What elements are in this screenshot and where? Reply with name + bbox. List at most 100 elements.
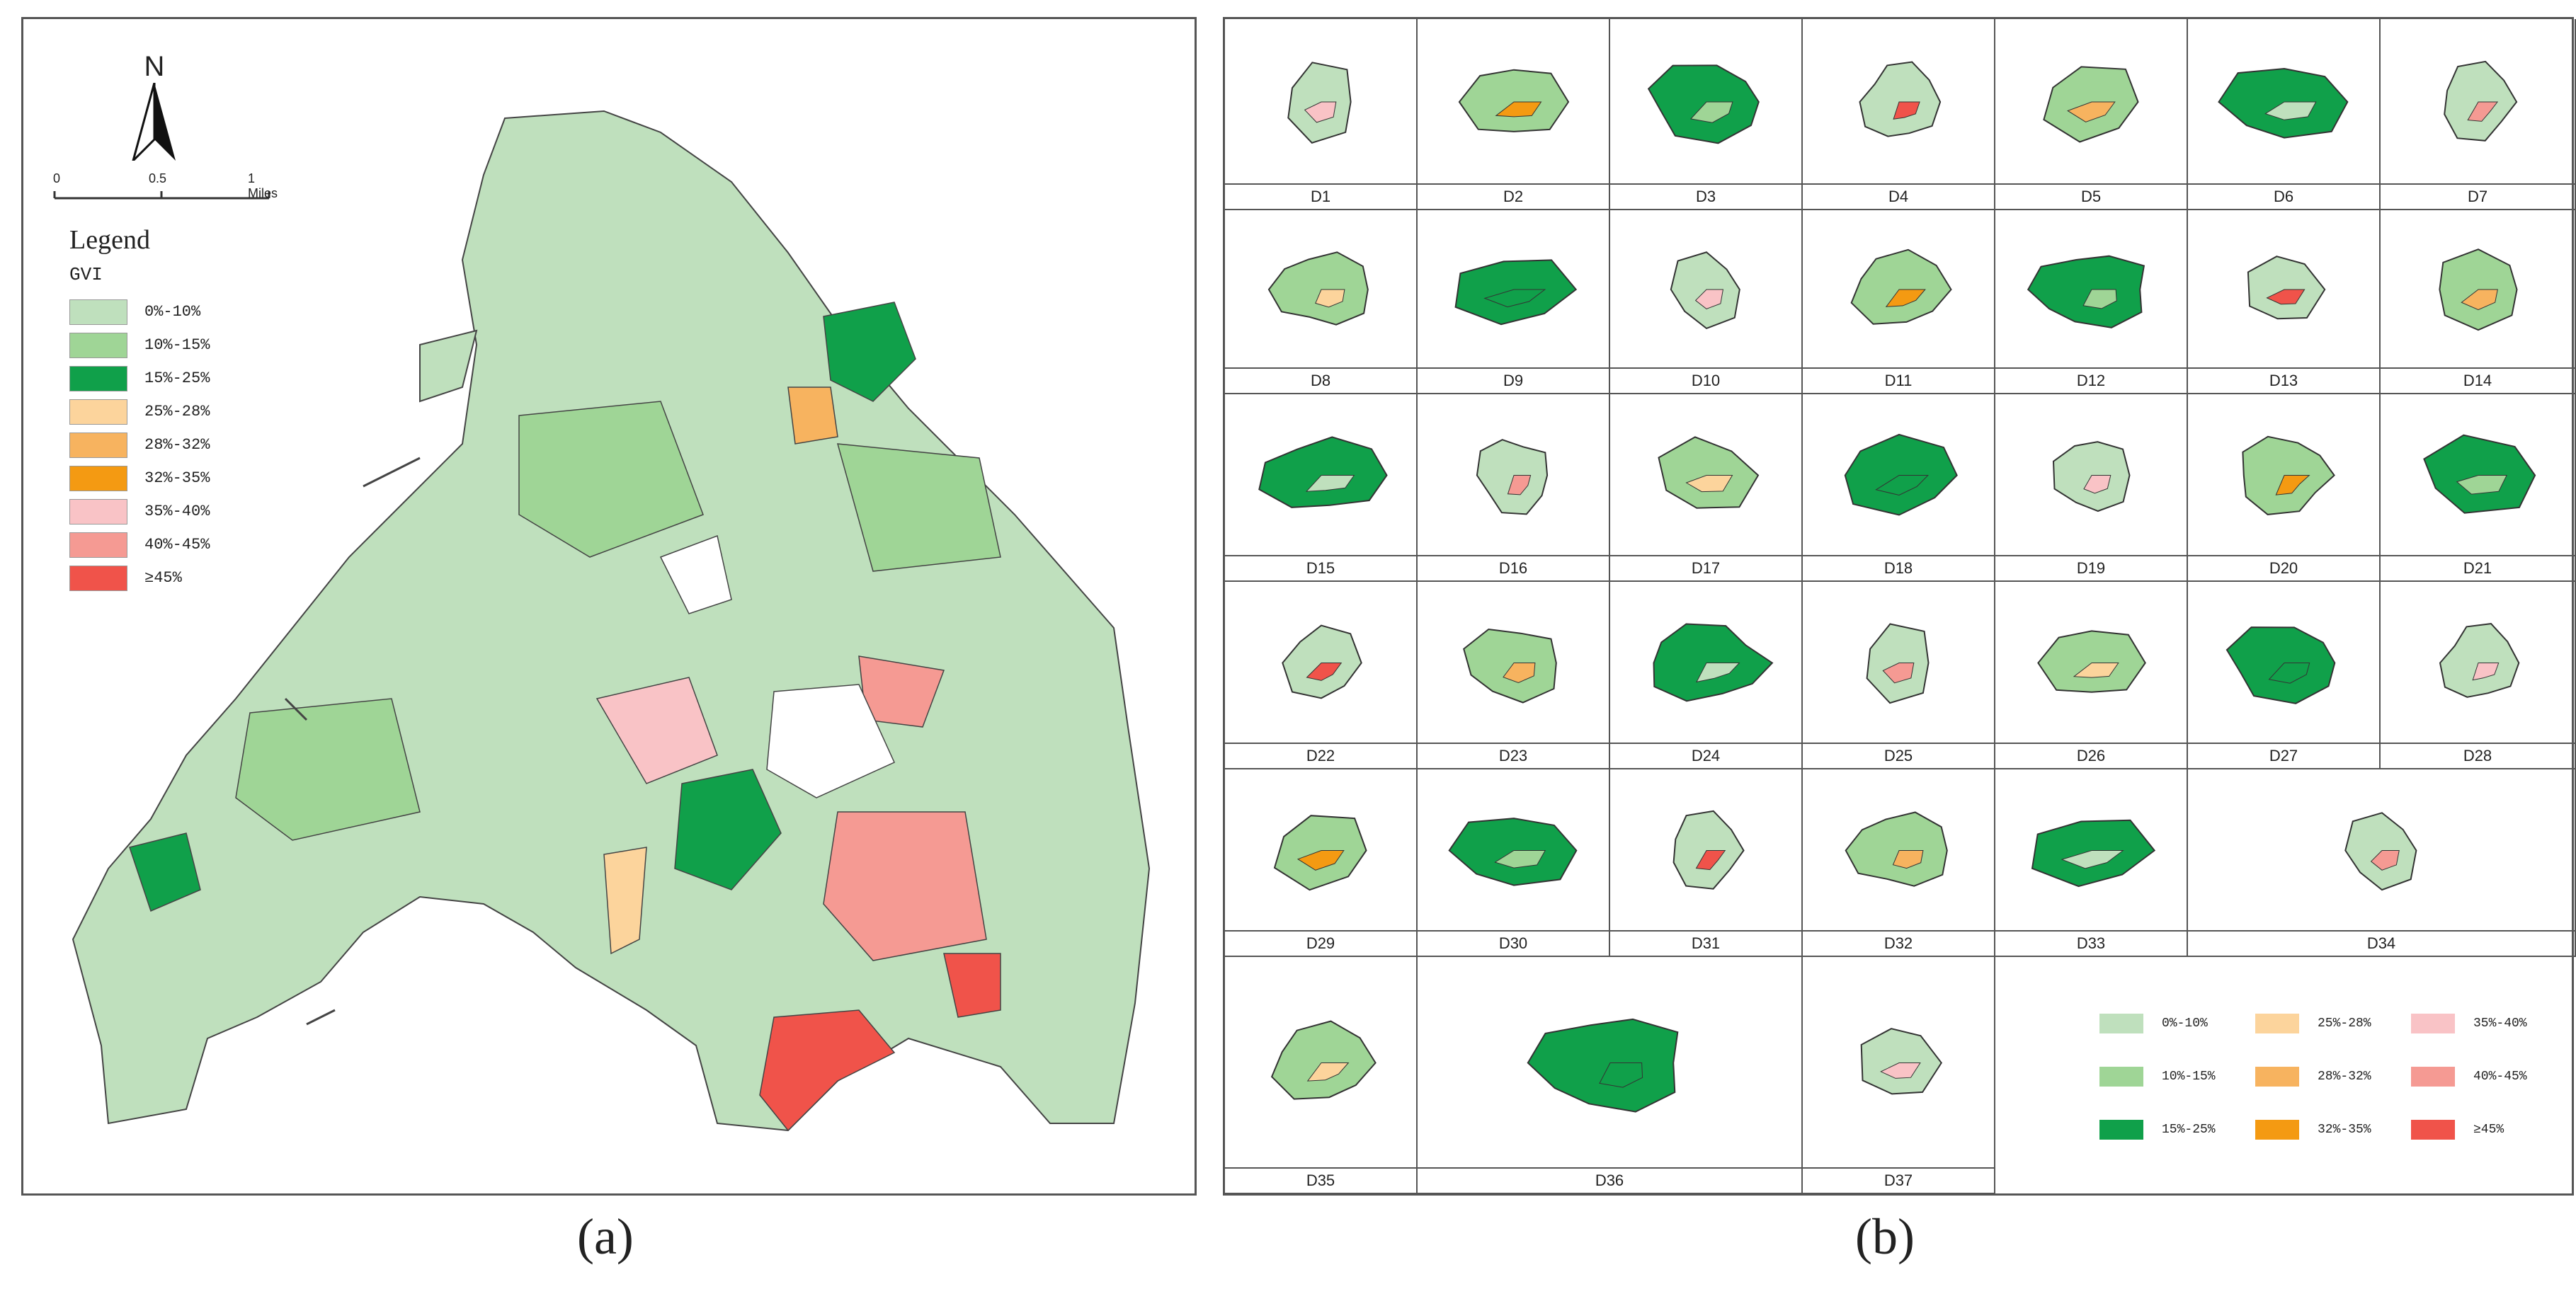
district-label: D14 [2381, 367, 2575, 393]
district-label: D24 [1610, 743, 1801, 768]
legend-label: 0%-10% [144, 303, 201, 321]
legend-swatch [69, 365, 127, 391]
legend-swatch [69, 565, 127, 591]
district-shape [2439, 248, 2518, 331]
legend-item: 28%-32% [2255, 1067, 2371, 1087]
district-shape [1647, 64, 1760, 144]
district-label: D27 [2188, 743, 2379, 768]
district-label: D25 [1803, 743, 1994, 768]
legend-label: 10%-15% [144, 336, 210, 354]
district-cell: D7 [2381, 19, 2576, 210]
legend-swatch [69, 432, 127, 458]
legend-item: 40%-45% [69, 528, 210, 561]
district-label: D18 [1803, 555, 1994, 580]
district-cell: D17 [1610, 394, 1803, 582]
district-shape [2439, 623, 2520, 698]
district-shape [1463, 628, 1557, 704]
legend-title: Legend [69, 225, 150, 255]
district-cell: D18 [1803, 394, 1995, 582]
map-panel-b: D1 D2 D3 D4 D5 D6 D7 D8 D9 D10 D11 D12 D13 D14 D15 D16 D… [1223, 17, 2576, 1196]
zone-28-32 [787, 386, 838, 445]
legend-label: ≥45% [144, 569, 182, 587]
zone-ge-45 [759, 1009, 896, 1132]
legend-swatch [69, 532, 127, 558]
district-shape [1670, 251, 1740, 330]
zone-15-25 [129, 832, 201, 912]
legend-item: 25%-28% [69, 395, 210, 428]
district-label: D17 [1610, 555, 1801, 580]
legend-swatch [2255, 1067, 2299, 1087]
legend-swatch [69, 299, 127, 325]
district-label: D30 [1418, 930, 1609, 956]
legend-swatch [2411, 1067, 2455, 1087]
legend-item: 10%-15% [69, 328, 210, 362]
district-shape [1454, 259, 1578, 326]
zone-25-28 [603, 847, 647, 955]
district-label: D12 [1995, 367, 2187, 393]
caption-b: (b) [1855, 1208, 1915, 1265]
district-label: D10 [1610, 367, 1801, 393]
district-shape [2052, 441, 2131, 512]
district-label: D8 [1225, 367, 1416, 393]
peninsula-west [419, 329, 478, 403]
zone-15-25 [823, 302, 916, 402]
district-shape [1476, 439, 1549, 515]
legend-item: ≥45% [69, 561, 210, 595]
legend-label: 32%-35% [144, 469, 210, 487]
district-cell: D35 [1225, 957, 1418, 1194]
district-legend: 0%-10% 25%-28% 35%-40% 10%-15% 28%-32% 40%-45… [2068, 975, 2574, 1187]
district-shape [1859, 61, 1942, 137]
scale-tick-one: 1 Miles [248, 171, 278, 200]
legend-item: 28%-32% [69, 428, 210, 462]
district-cell: D5 [1995, 19, 2188, 210]
legend-item: 40%-45% [2411, 1067, 2527, 1087]
legend-swatch [69, 465, 127, 491]
scale-bar: 0 0.5 1 Miles [53, 171, 278, 206]
legend-swatch [2099, 1120, 2143, 1140]
legend-swatch [2099, 1067, 2143, 1087]
district-label: D33 [1995, 930, 2187, 956]
district-cell: D31 [1610, 769, 1803, 957]
legend-item: 25%-28% [2255, 1014, 2371, 1033]
district-cell: D30 [1418, 769, 1610, 957]
legend-item: 32%-35% [69, 462, 210, 495]
district-cell: D13 [2188, 210, 2381, 394]
zone-10-15 [518, 401, 704, 558]
legend-swatch [2099, 1014, 2143, 1033]
legend-item: ≥45% [2411, 1120, 2504, 1140]
district-shape [2423, 434, 2536, 514]
lake [766, 684, 895, 798]
scale-tick-half: 0.5 [149, 171, 167, 185]
legend-label: 35%-40% [2473, 1016, 2527, 1031]
pier [284, 697, 308, 721]
district-label: D20 [2188, 555, 2379, 580]
district-cell: D1 [1225, 19, 1418, 210]
zone-40-45 [823, 811, 987, 961]
district-label: D35 [1225, 1167, 1416, 1193]
district-shape [1844, 433, 1958, 516]
district-cell: D19 [1995, 394, 2188, 582]
district-cell: D22 [1225, 582, 1418, 769]
district-label: D3 [1610, 183, 1801, 209]
district-label: D31 [1610, 930, 1801, 956]
legend-item: 0%-10% [2099, 1014, 2208, 1033]
legend-swatch [2255, 1014, 2299, 1033]
pier [363, 457, 421, 488]
district-label: D34 [2188, 930, 2575, 956]
district-label: D21 [2381, 555, 2575, 580]
district-shape [1267, 251, 1369, 326]
district-shape [2037, 630, 2146, 693]
district-label: D7 [2381, 183, 2575, 209]
district-shape [1282, 624, 1362, 699]
north-label: N [144, 51, 165, 82]
district-shape [1850, 248, 1952, 325]
district-label: D13 [2188, 367, 2379, 393]
district-cell: D4 [1803, 19, 1995, 210]
district-cell: D6 [2188, 19, 2381, 210]
gvi-city-map [72, 110, 1151, 1132]
district-label: D15 [1225, 555, 1416, 580]
district-label: D6 [2188, 183, 2379, 209]
district-shape [2218, 67, 2349, 139]
legend-label: 15%-25% [2162, 1123, 2216, 1137]
legend-swatch [69, 399, 127, 425]
